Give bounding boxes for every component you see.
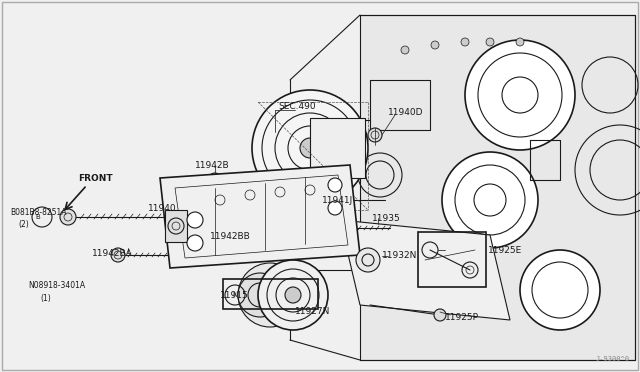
Circle shape	[328, 178, 342, 192]
Circle shape	[60, 209, 76, 225]
Circle shape	[328, 201, 342, 215]
Text: SEC.490: SEC.490	[278, 102, 316, 110]
Circle shape	[300, 138, 320, 158]
Text: 11942B: 11942B	[195, 160, 230, 170]
Polygon shape	[160, 165, 360, 268]
Text: J-9300^0: J-9300^0	[596, 356, 630, 362]
Circle shape	[187, 235, 203, 251]
Circle shape	[111, 248, 125, 262]
Bar	[223, 279, 318, 309]
Circle shape	[238, 273, 282, 317]
Circle shape	[252, 90, 368, 206]
Circle shape	[187, 212, 203, 228]
Text: 11942BB: 11942BB	[210, 231, 251, 241]
Text: N08918-3401A: N08918-3401A	[28, 282, 85, 291]
Circle shape	[461, 38, 469, 46]
Circle shape	[285, 287, 301, 303]
Circle shape	[248, 273, 292, 317]
Bar	[418, 232, 486, 287]
Bar	[165, 210, 187, 242]
Polygon shape	[340, 220, 510, 320]
Circle shape	[255, 229, 269, 243]
Text: 11940D: 11940D	[388, 108, 424, 116]
Circle shape	[401, 46, 409, 54]
Circle shape	[442, 152, 538, 248]
Text: N: N	[232, 292, 237, 298]
Text: B081B8-8251A: B081B8-8251A	[10, 208, 67, 217]
Bar	[310, 118, 365, 178]
Circle shape	[465, 40, 575, 150]
Polygon shape	[360, 15, 635, 360]
Circle shape	[258, 260, 328, 330]
Text: 11941J: 11941J	[322, 196, 353, 205]
Text: (1): (1)	[40, 294, 51, 302]
Text: 11915: 11915	[220, 292, 249, 301]
Text: B: B	[36, 214, 40, 220]
Circle shape	[520, 250, 600, 330]
Text: 11932N: 11932N	[382, 251, 417, 260]
Circle shape	[516, 38, 524, 46]
Text: 11942BA: 11942BA	[92, 250, 132, 259]
Circle shape	[486, 38, 494, 46]
Text: 11935: 11935	[372, 214, 401, 222]
Text: 11940: 11940	[148, 203, 177, 212]
Text: FRONT: FRONT	[78, 173, 113, 183]
Circle shape	[238, 263, 302, 327]
Text: 11925E: 11925E	[488, 246, 522, 254]
Text: (2): (2)	[18, 219, 29, 228]
Circle shape	[434, 309, 446, 321]
Circle shape	[431, 41, 439, 49]
Text: 11925P: 11925P	[445, 314, 479, 323]
Circle shape	[356, 248, 380, 272]
Text: 11927N: 11927N	[295, 308, 330, 317]
Circle shape	[343, 222, 355, 234]
Circle shape	[368, 128, 382, 142]
Circle shape	[208, 173, 222, 187]
